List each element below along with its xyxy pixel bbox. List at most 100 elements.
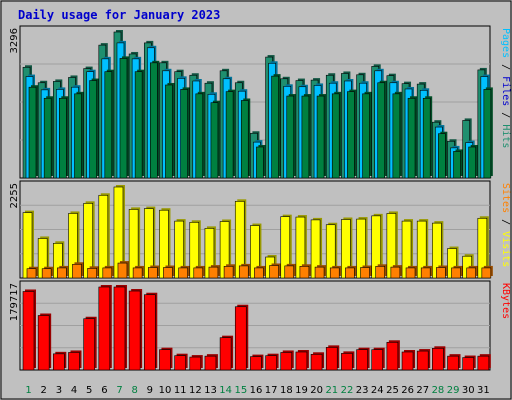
bar-kbytes-16 — [250, 354, 264, 371]
bar-face — [37, 315, 50, 371]
bar-sites-14 — [223, 264, 236, 279]
bar-face — [299, 265, 310, 279]
bar-face — [83, 318, 95, 371]
bar-pages-10 — [165, 82, 175, 179]
bar-kbytes-30 — [462, 355, 476, 371]
bar-pages-12 — [195, 91, 205, 179]
bar-face — [98, 194, 109, 279]
bar-face — [377, 82, 386, 179]
x-tick-label-1: 1 — [25, 385, 31, 396]
x-tick-label-12: 12 — [189, 385, 202, 396]
bar-face — [57, 267, 67, 279]
bar-sites-21 — [329, 265, 342, 279]
bar-sites-3 — [57, 265, 69, 279]
bar-face — [329, 267, 340, 279]
bar-sites-24 — [375, 264, 387, 279]
bar-kbytes-1 — [22, 289, 36, 371]
bar-face — [325, 347, 338, 371]
x-tick-label-5: 5 — [86, 385, 92, 396]
bar-face — [195, 93, 204, 179]
bar-face — [269, 265, 279, 279]
bar-sites-25 — [390, 265, 402, 279]
panel-kbytes: 179717 KBytes — [9, 280, 511, 371]
legend-part: Files — [500, 76, 511, 106]
bar-face — [102, 267, 113, 279]
bar-pages-25 — [392, 91, 402, 179]
panel-max-label: 179717 — [9, 283, 20, 321]
bar-face — [405, 267, 416, 279]
bar-face — [390, 266, 401, 279]
bar-face — [477, 355, 490, 371]
bar-kbytes-6 — [98, 285, 112, 371]
x-tick-label-28: 28 — [432, 385, 445, 396]
x-tick-label-31: 31 — [477, 385, 490, 396]
x-tick-label-2: 2 — [41, 385, 47, 396]
bar-face — [117, 262, 128, 279]
bar-pages-3 — [59, 96, 69, 179]
x-tick-label-20: 20 — [310, 385, 323, 396]
bar-kbytes-28 — [432, 346, 446, 371]
bar-face — [386, 341, 399, 371]
bar-face — [256, 146, 264, 179]
bar-sites-20 — [314, 265, 327, 279]
bar-pages-26 — [407, 96, 418, 179]
bar-face — [407, 97, 416, 179]
bar-face — [314, 266, 325, 279]
bar-face — [401, 351, 414, 371]
bar-face — [453, 151, 461, 179]
bar-face — [347, 91, 355, 179]
bar-face — [481, 267, 492, 279]
bar-face — [360, 267, 370, 279]
bar-sites-10 — [163, 265, 175, 279]
bar-sites-29 — [451, 265, 463, 279]
bar-pages-23 — [362, 91, 372, 179]
bar-face — [87, 268, 97, 279]
x-tick-label-27: 27 — [416, 385, 429, 396]
bar-pages-14 — [225, 89, 236, 179]
bar-face — [159, 349, 171, 371]
bar-pages-20 — [316, 94, 327, 179]
legend-part: / — [500, 58, 511, 76]
bar-sites-22 — [345, 265, 357, 279]
bar-face — [295, 351, 308, 371]
bar-sites-26 — [405, 265, 418, 279]
bar-sites-18 — [284, 263, 296, 279]
bar-face — [22, 291, 35, 371]
bar-face — [468, 146, 476, 179]
bar-pages-21 — [331, 91, 342, 179]
bar-sites-1 — [26, 266, 38, 279]
bar-kbytes-29 — [447, 354, 461, 371]
bar-sites-17 — [269, 263, 281, 279]
x-tick-label-13: 13 — [204, 385, 217, 396]
bar-face — [375, 265, 386, 279]
bar-face — [180, 89, 188, 179]
bar-pages-11 — [180, 87, 190, 179]
bar-face — [265, 355, 277, 371]
legend-part: / — [500, 213, 511, 231]
bar-kbytes-25 — [386, 340, 400, 371]
bar-face — [134, 71, 143, 179]
x-tick-label-22: 22 — [341, 385, 354, 396]
bar-sites-12 — [193, 265, 205, 279]
bar-face — [41, 268, 52, 279]
bar-face — [392, 93, 401, 179]
bar-face — [483, 89, 492, 179]
bar-face — [43, 97, 52, 179]
bar-face — [210, 102, 219, 179]
x-tick-label-21: 21 — [325, 385, 338, 396]
bar-face — [362, 93, 370, 179]
bar-face — [438, 133, 446, 179]
bar-visits-6 — [98, 193, 110, 279]
bar-face — [284, 265, 295, 279]
bar-sites-16 — [254, 265, 266, 279]
bar-face — [132, 267, 143, 279]
bar-sites-30 — [466, 265, 478, 279]
x-tick-label-23: 23 — [356, 385, 369, 396]
bar-pages-31 — [483, 87, 493, 179]
bar-pages-19 — [301, 94, 311, 179]
bar-face — [416, 350, 429, 371]
x-tick-label-17: 17 — [265, 385, 278, 396]
bar-face — [98, 286, 111, 371]
bar-kbytes-13 — [204, 354, 218, 371]
bar-face — [119, 58, 128, 179]
